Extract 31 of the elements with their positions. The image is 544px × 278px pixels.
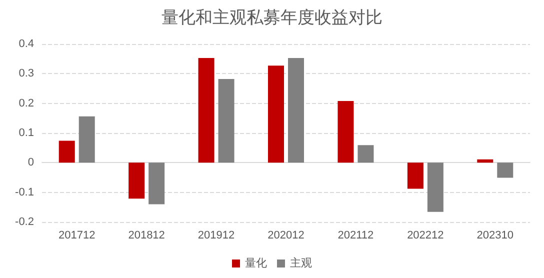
bar [288,58,304,163]
chart-title: 量化和主观私募年度收益对比 [162,8,382,27]
bar [218,79,234,163]
bar [338,100,354,163]
bar [148,162,165,204]
legend-label: 主观 [290,256,312,270]
bar [477,159,494,163]
x-tick-label: 202012 [268,230,304,242]
x-tick-label: 202212 [407,230,444,242]
bar [358,145,374,163]
bar [427,162,444,212]
y-tick-label: 0 [28,156,34,169]
x-tick-label: 202310 [476,230,514,242]
bar [198,58,214,163]
x-tick-label: 201912 [198,230,235,242]
y-tick-label: -0.2 [15,216,34,228]
y-tick-label: -0.1 [15,186,34,198]
x-tick-label: 201712 [58,230,96,242]
bar [268,66,284,163]
x-tick-label: 201812 [128,230,165,242]
y-tick-label: 0.2 [18,97,34,110]
bar [58,140,75,163]
y-tick-label: 0.3 [18,68,34,80]
y-tick-label: 0.1 [18,127,34,139]
bar [128,162,145,199]
legend-label: 量化 [245,258,267,270]
x-tick-label: 202112 [338,230,374,242]
y-tick-label: 0.4 [18,38,34,50]
bar [497,162,514,178]
bar [78,116,95,163]
bar [407,162,424,189]
